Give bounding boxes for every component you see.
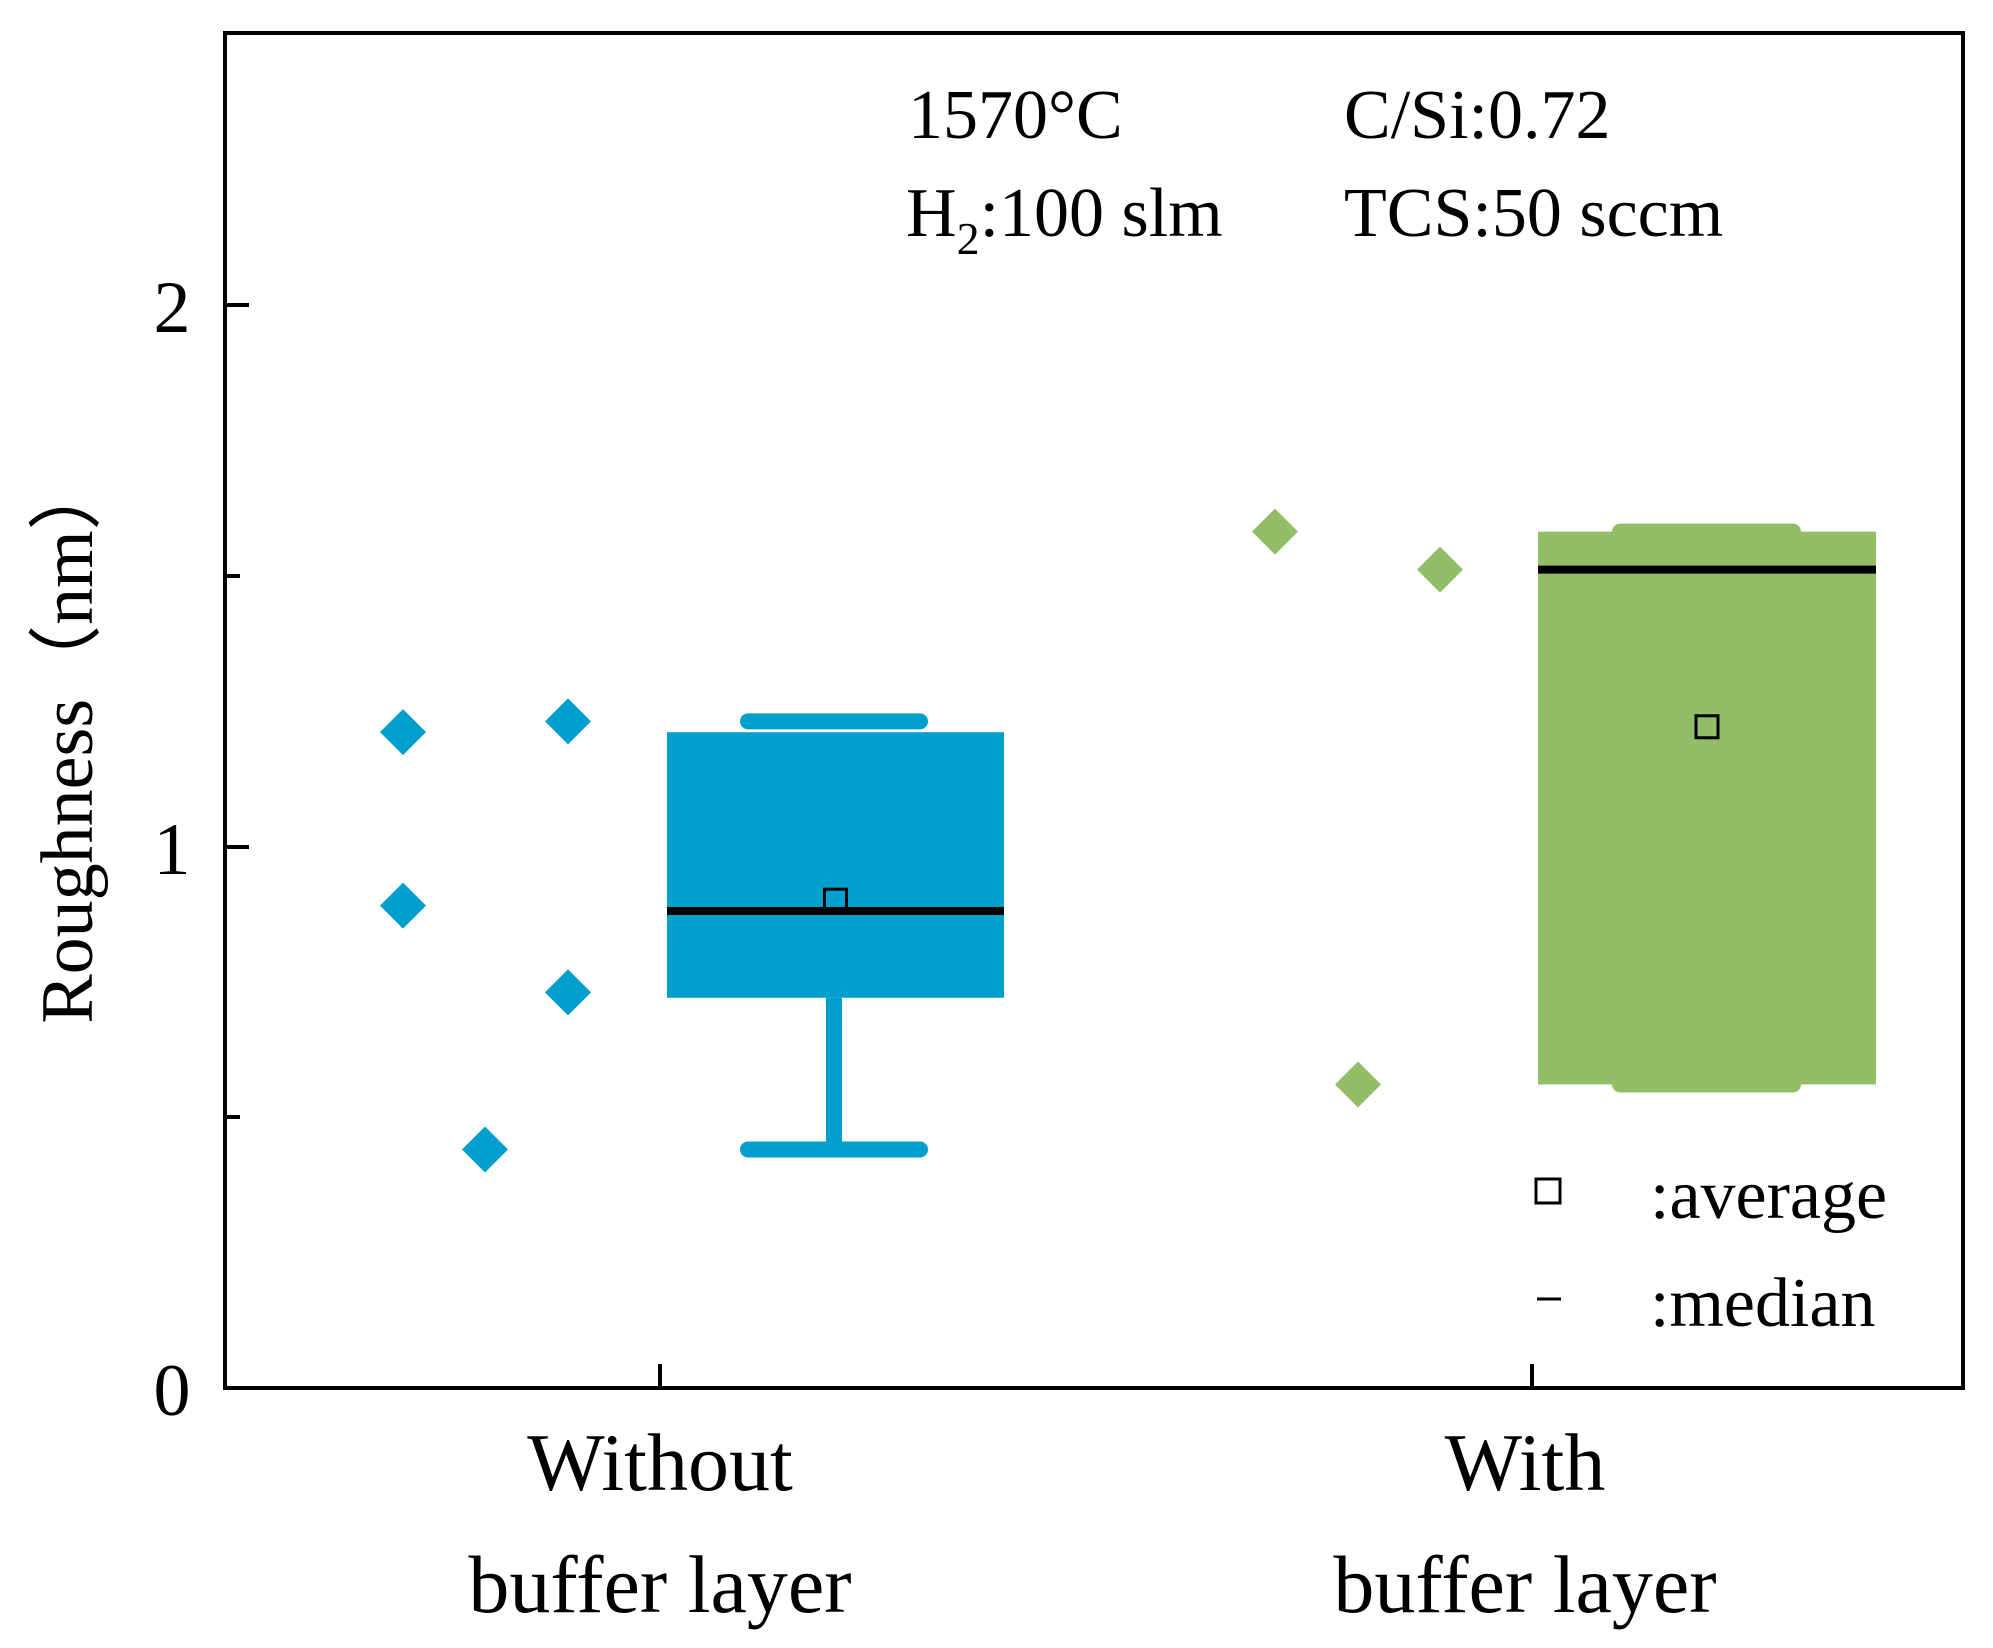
box-body-0	[667, 732, 1004, 998]
data-point-1-1	[1335, 1061, 1381, 1108]
legend: :average :median	[1534, 1157, 1887, 1342]
annotation-h2-flow: H2:100 slm	[906, 175, 1223, 264]
legend-median-label: :median	[1650, 1265, 1875, 1342]
data-point-0-1	[380, 882, 426, 929]
annotation-h2-prefix: H	[906, 175, 957, 252]
legend-average-icon	[1534, 1177, 1562, 1205]
point-layer	[380, 508, 1463, 1173]
data-point-1-0	[1252, 508, 1298, 555]
box-body-1	[1538, 531, 1876, 1085]
y-tick-label-1: 1	[154, 809, 191, 891]
x-label-with-line2: buffer layer	[1333, 1539, 1716, 1630]
x-label-without-line1: Without	[527, 1417, 793, 1508]
y-tick-label-0: 0	[154, 1350, 191, 1432]
data-point-0-3	[545, 698, 591, 745]
legend-average-label: :average	[1650, 1157, 1887, 1234]
annotation-temperature: 1570°C	[908, 77, 1123, 154]
plot-frame	[223, 31, 1965, 1390]
annotation-csi-ratio: C/Si:0.72	[1344, 77, 1610, 154]
data-point-0-2	[462, 1126, 508, 1173]
data-point-0-0	[380, 709, 426, 756]
annotation-tcs-flow: TCS:50 sccm	[1344, 175, 1723, 252]
data-point-0-4	[545, 969, 591, 1016]
y-axis-label: Roughness（nm）	[27, 456, 109, 1023]
mean-marker-1	[1694, 714, 1720, 740]
data-point-1-2	[1417, 546, 1463, 593]
mean-marker-0	[823, 887, 848, 913]
annotation-h2-suffix: :100 slm	[980, 175, 1223, 252]
x-label-without-line2: buffer layer	[468, 1539, 851, 1630]
x-label-with-line1: With	[1445, 1417, 1606, 1508]
box-layer	[667, 523, 1876, 1158]
annotation-h2-subscript: 2	[957, 213, 980, 264]
y-tick-label-2: 2	[154, 267, 191, 349]
